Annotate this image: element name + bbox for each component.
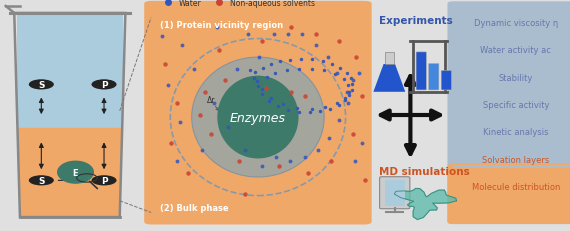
Text: S: S <box>38 81 44 89</box>
Text: (2) Bulk phase: (2) Bulk phase <box>160 204 228 212</box>
Text: Dynamic viscosity η: Dynamic viscosity η <box>474 19 558 27</box>
Text: S: S <box>38 176 44 185</box>
Text: P: P <box>101 176 107 185</box>
FancyBboxPatch shape <box>385 181 405 206</box>
Text: Specific activity: Specific activity <box>483 100 549 109</box>
Text: Water: Water <box>178 0 201 8</box>
Circle shape <box>91 80 116 90</box>
Polygon shape <box>17 16 123 128</box>
Text: Experiments: Experiments <box>379 16 453 26</box>
Text: Kinetic analysis: Kinetic analysis <box>483 128 548 137</box>
Text: Enzymes: Enzymes <box>230 111 286 124</box>
FancyBboxPatch shape <box>447 2 570 224</box>
Text: Stability: Stability <box>499 73 533 82</box>
Text: MD simulations: MD simulations <box>379 166 470 176</box>
Circle shape <box>28 80 54 90</box>
FancyBboxPatch shape <box>385 53 394 65</box>
FancyBboxPatch shape <box>380 177 410 209</box>
FancyBboxPatch shape <box>453 165 570 169</box>
FancyBboxPatch shape <box>429 64 439 91</box>
FancyBboxPatch shape <box>144 2 372 225</box>
Polygon shape <box>373 65 405 92</box>
Text: Molecule distribution: Molecule distribution <box>471 182 560 191</box>
FancyBboxPatch shape <box>416 53 426 91</box>
Circle shape <box>28 176 54 186</box>
Circle shape <box>91 176 116 186</box>
Text: E: E <box>73 168 78 177</box>
FancyBboxPatch shape <box>441 71 451 91</box>
Polygon shape <box>17 128 123 217</box>
Text: Solvation layers: Solvation layers <box>482 155 549 164</box>
Polygon shape <box>394 188 457 220</box>
Text: (1) Protein vicinity region: (1) Protein vicinity region <box>160 21 283 30</box>
FancyBboxPatch shape <box>447 164 570 224</box>
Text: Water activity aᴄ: Water activity aᴄ <box>481 46 551 55</box>
Text: Δr: Δr <box>207 96 215 105</box>
Text: Non-aqueous solvents: Non-aqueous solvents <box>230 0 315 8</box>
Ellipse shape <box>192 58 324 177</box>
Ellipse shape <box>57 161 94 184</box>
Text: P: P <box>101 81 107 89</box>
Ellipse shape <box>217 76 299 159</box>
